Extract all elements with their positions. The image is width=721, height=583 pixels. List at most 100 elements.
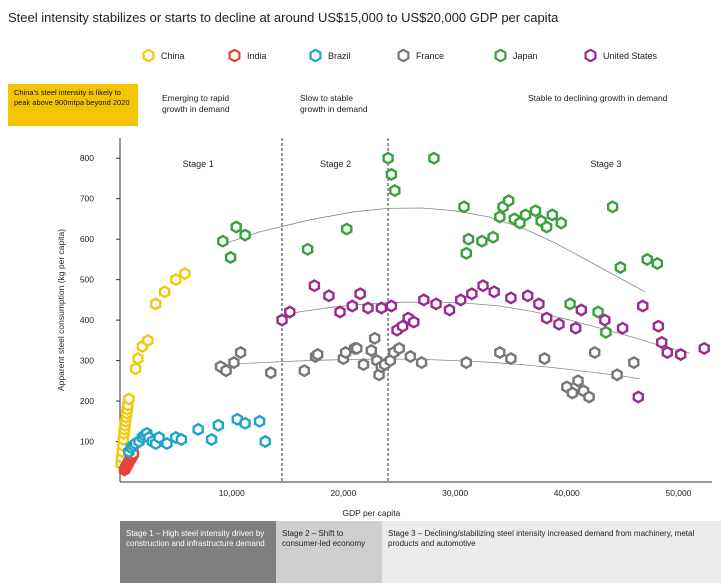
data-point-france bbox=[611, 368, 623, 382]
data-point-brazil bbox=[253, 414, 266, 428]
stage-1-description: Stage 1 – High steel intensity driven by… bbox=[120, 521, 276, 583]
trend-curve-japan bbox=[225, 207, 646, 293]
data-point-japan bbox=[606, 200, 619, 214]
y-tick-label: 300 bbox=[80, 356, 94, 366]
data-point-france bbox=[583, 390, 595, 404]
data-point-united-states bbox=[346, 299, 358, 313]
data-point-france bbox=[298, 364, 310, 378]
data-point-japan bbox=[614, 260, 627, 275]
data-point-japan bbox=[600, 325, 612, 339]
data-point-brazil bbox=[153, 430, 165, 445]
data-point-united-states bbox=[408, 315, 420, 329]
y-tick-label: 100 bbox=[80, 437, 94, 447]
data-point-united-states bbox=[698, 341, 710, 355]
data-point-japan bbox=[541, 220, 553, 234]
hexagon-icon bbox=[494, 49, 507, 62]
data-point-united-states bbox=[632, 390, 644, 404]
data-point-united-states bbox=[488, 285, 500, 299]
phase-slow: Slow to stable growth in demand bbox=[300, 93, 368, 114]
hexagon-icon bbox=[584, 49, 597, 62]
y-tick-label: 700 bbox=[80, 194, 94, 204]
data-point-united-states bbox=[323, 289, 335, 303]
data-point-united-states bbox=[418, 293, 430, 307]
data-point-japan bbox=[217, 234, 229, 248]
data-point-japan bbox=[428, 151, 440, 165]
x-tick-label: 40,000 bbox=[554, 488, 580, 498]
y-tick-label: 200 bbox=[80, 396, 94, 406]
chart-title: Steel intensity stabilizes or starts to … bbox=[8, 10, 559, 25]
data-point-china bbox=[142, 333, 154, 347]
data-point-japan bbox=[341, 222, 353, 236]
data-point-france bbox=[566, 386, 579, 400]
stage-label: Stage 2 bbox=[320, 159, 351, 169]
data-point-japan bbox=[529, 204, 542, 218]
data-point-united-states bbox=[637, 299, 649, 313]
data-point-japan bbox=[462, 232, 475, 246]
legend-label: India bbox=[247, 50, 267, 61]
legend-label: Japan bbox=[513, 50, 538, 61]
data-point-france bbox=[265, 366, 277, 380]
data-point-france bbox=[404, 349, 417, 364]
data-point-france bbox=[228, 356, 240, 370]
data-point-france bbox=[589, 345, 601, 360]
x-tick-label: 10,000 bbox=[219, 488, 245, 498]
data-point-united-states bbox=[385, 299, 398, 313]
data-point-japan bbox=[460, 246, 472, 260]
legend-label: United States bbox=[603, 50, 658, 61]
data-point-japan bbox=[494, 210, 506, 224]
data-point-brazil bbox=[212, 418, 225, 432]
data-point-france bbox=[460, 356, 472, 370]
data-point-france bbox=[628, 356, 640, 370]
x-tick-label: 30,000 bbox=[442, 488, 468, 498]
data-point-france bbox=[505, 352, 517, 366]
data-point-brazil bbox=[175, 432, 188, 447]
data-point-japan bbox=[503, 194, 515, 208]
y-axis-label: Apparent steel consumption (kg per capit… bbox=[56, 229, 66, 391]
y-tick-label: 600 bbox=[80, 234, 94, 244]
y-tick-label: 500 bbox=[80, 275, 94, 285]
data-point-japan bbox=[546, 208, 558, 222]
data-point-united-states bbox=[505, 291, 517, 305]
data-point-france bbox=[538, 352, 551, 366]
china-note: China's steel intensity is likely to pea… bbox=[8, 84, 138, 126]
data-point-china bbox=[129, 362, 142, 376]
data-point-france bbox=[365, 343, 377, 358]
data-point-japan bbox=[641, 252, 653, 266]
data-point-japan bbox=[651, 256, 663, 271]
trend-curve-france bbox=[226, 358, 640, 380]
stage-label: Stage 3 bbox=[590, 159, 621, 169]
legend-brazil: Brazil bbox=[309, 49, 351, 62]
data-point-united-states bbox=[276, 313, 288, 327]
data-point-japan bbox=[592, 305, 604, 319]
data-point-united-states bbox=[455, 293, 467, 307]
hexagon-icon bbox=[228, 49, 241, 62]
legend-label: Brazil bbox=[328, 50, 351, 61]
data-point-france bbox=[220, 364, 232, 378]
data-point-china bbox=[123, 392, 135, 406]
x-axis-label: GDP per capita bbox=[342, 508, 400, 518]
legend-japan: Japan bbox=[494, 49, 538, 62]
x-tick-label: 20,000 bbox=[330, 488, 356, 498]
data-point-france bbox=[234, 345, 247, 360]
stage-label: Stage 1 bbox=[183, 159, 214, 169]
data-point-united-states bbox=[354, 287, 366, 301]
data-point-united-states bbox=[334, 305, 346, 319]
data-point-france bbox=[415, 356, 428, 370]
data-point-japan bbox=[382, 151, 394, 165]
data-point-japan bbox=[476, 234, 488, 248]
data-point-united-states bbox=[652, 319, 665, 333]
data-point-japan bbox=[230, 220, 242, 234]
legend-united-states: United States bbox=[584, 49, 657, 62]
data-point-france bbox=[357, 358, 370, 372]
data-point-united-states bbox=[616, 321, 629, 335]
data-point-united-states bbox=[362, 301, 374, 315]
x-tick-label: 50,000 bbox=[665, 488, 691, 498]
data-point-japan bbox=[458, 200, 470, 214]
data-point-united-states bbox=[522, 289, 534, 303]
legend-label: China bbox=[161, 50, 185, 61]
data-point-japan bbox=[385, 167, 398, 181]
data-point-japan bbox=[239, 228, 251, 242]
data-point-united-states bbox=[375, 301, 388, 315]
data-point-china bbox=[158, 285, 171, 299]
hexagon-icon bbox=[309, 49, 322, 62]
